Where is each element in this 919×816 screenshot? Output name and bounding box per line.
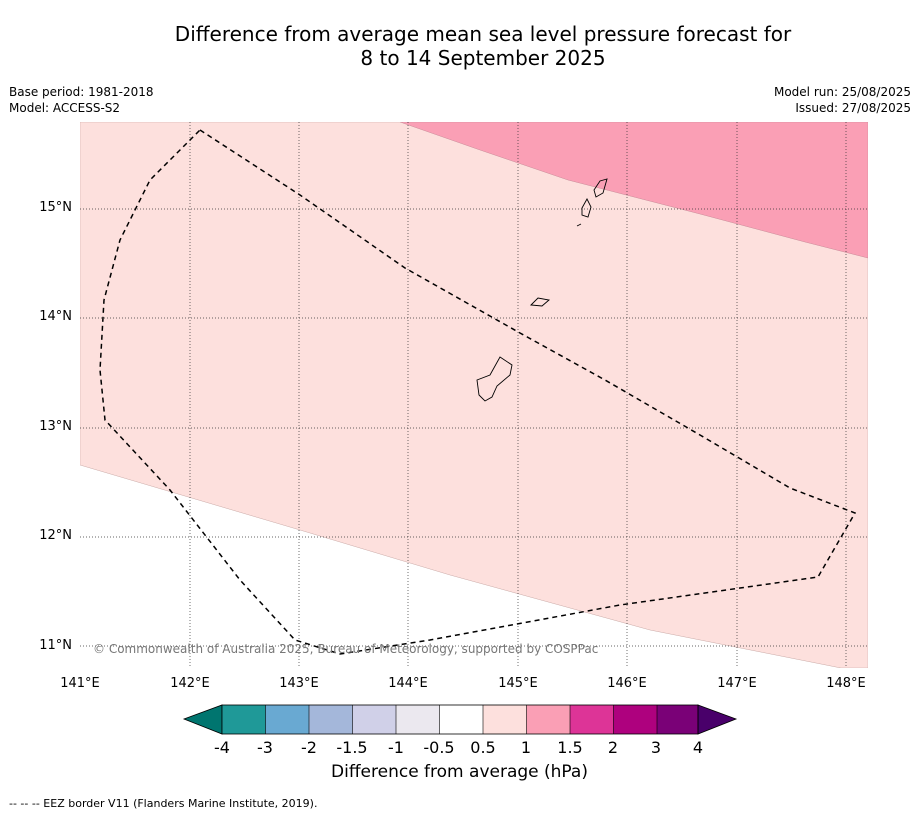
lon-tick-146e: 146°E — [607, 676, 647, 691]
island-guam — [476, 356, 513, 402]
colorbar-label: -1.5 — [336, 738, 368, 757]
map-area — [80, 122, 868, 668]
colorbar-arrow-left — [182, 704, 223, 735]
colorbar-arrow-right — [697, 704, 738, 735]
colorbar-swatch-4 — [352, 705, 396, 734]
island-rota — [530, 297, 551, 307]
colorbar-label: -3 — [257, 738, 273, 757]
lat-tick-11n: 11°N — [39, 638, 72, 653]
lon-tick-145e: 145°E — [498, 676, 538, 691]
meta-left: Base period: 1981-2018 Model: ACCESS-S2 — [9, 84, 154, 116]
lon-tick-144e: 144°E — [388, 676, 428, 691]
issued-date: Issued: 27/08/2025 — [795, 101, 911, 115]
colorbar-label: 1 — [520, 738, 532, 757]
colorbar-swatch-7 — [483, 705, 527, 734]
lon-tick-148e: 148°E — [826, 676, 866, 691]
colorbar-label: 1.5 — [557, 738, 583, 757]
colorbar-label: 3 — [650, 738, 662, 757]
islands — [476, 178, 608, 402]
lon-tick-147e: 147°E — [717, 676, 757, 691]
colorbar-label: -1 — [388, 738, 404, 757]
colorbar-label: 0.5 — [470, 738, 496, 757]
lat-tick-14n: 14°N — [39, 309, 72, 324]
colorbar-swatch-9 — [570, 705, 614, 734]
title-line-2: 8 to 14 September 2025 — [360, 46, 606, 70]
colorbar-swatch-5 — [396, 705, 440, 734]
model-run: Model run: 25/08/2025 — [773, 85, 911, 99]
chart-title: Difference from average mean sea level p… — [0, 22, 919, 70]
colorbar — [182, 704, 738, 735]
base-period: Base period: 1981-2018 — [9, 85, 154, 99]
colorbar-swatch-11 — [657, 705, 698, 734]
title-line-1: Difference from average mean sea level p… — [174, 22, 792, 46]
colorbar-title: Difference from average (hPa) — [331, 762, 588, 782]
colorbar-swatch-6 — [439, 705, 483, 734]
colorbar-swatch-8 — [526, 705, 570, 734]
colorbar-swatch-1 — [222, 705, 266, 734]
island-tinian — [581, 198, 592, 218]
pressure-region-0-5-to-1 — [80, 122, 868, 668]
colorbar-outline — [221, 704, 699, 735]
colorbar-swatch-3 — [309, 705, 353, 734]
colorbar-swatch-2 — [265, 705, 309, 734]
gridlines — [80, 122, 868, 668]
model-name: Model: ACCESS-S2 — [9, 101, 121, 115]
lat-tick-15n: 15°N — [39, 200, 72, 215]
colorbar-label: 2 — [607, 738, 619, 757]
lon-tick-142e: 142°E — [170, 676, 210, 691]
meta-right: Model run: 25/08/2025 Issued: 27/08/2025 — [774, 84, 911, 116]
pressure-region-1-to-1-5 — [399, 122, 868, 259]
lat-tick-12n: 12°N — [39, 528, 72, 543]
lon-tick-143e: 143°E — [279, 676, 319, 691]
colorbar-label: -2 — [301, 738, 317, 757]
eez-footnote: -- -- -- EEZ border V11 (Flanders Marine… — [9, 797, 318, 810]
island-aguijan — [576, 223, 582, 227]
eez-border — [99, 129, 857, 655]
colorbar-label: 4 — [692, 738, 704, 757]
lon-tick-141e: 141°E — [60, 676, 100, 691]
colorbar-label: -0.5 — [423, 738, 455, 757]
colorbar-label: -4 — [214, 738, 230, 757]
colorbar-swatch-10 — [613, 705, 657, 734]
lat-tick-13n: 13°N — [39, 419, 72, 434]
copyright-notice: © Commonwealth of Australia 2025, Bureau… — [93, 642, 599, 656]
island-saipan — [593, 178, 608, 198]
